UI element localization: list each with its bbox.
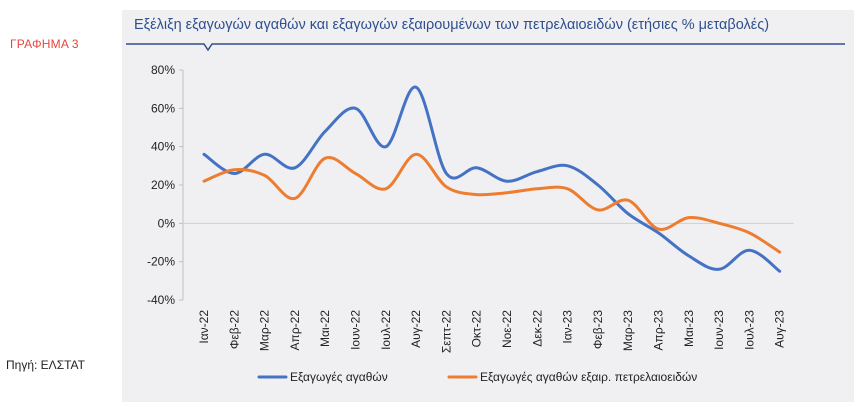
x-tick-label: Ιουλ-23 <box>742 310 756 350</box>
x-tick-label: Ιαν-23 <box>561 310 575 344</box>
y-tick-label: -40% <box>147 293 175 307</box>
x-tick-label: Ιουν-23 <box>712 310 726 350</box>
legend-label-1: Εξαγωγές αγαθών <box>290 370 388 384</box>
figure-label: ΓΡΑΦΗΜΑ 3 <box>10 37 79 51</box>
title-underline <box>126 43 845 52</box>
x-tick-label: Αυγ-23 <box>773 310 787 348</box>
x-tick-label: Νοε-22 <box>500 310 514 348</box>
x-tick-label: Μαρ-23 <box>621 310 635 351</box>
chart-title: Εξέλιξη εξαγωγών αγαθών και εξαγωγών εξα… <box>134 17 770 33</box>
series-line-2 <box>202 152 782 254</box>
x-tick-label: Φεβ-23 <box>591 310 605 349</box>
x-tick-label: Απρ-22 <box>288 310 302 351</box>
x-tick-label: Δεκ-22 <box>530 310 544 347</box>
y-tick-label: 80% <box>151 63 175 77</box>
side-label-column: ΓΡΑΦΗΜΑ 3 Πηγή: ΕΛΣΤΑΤ <box>0 0 120 407</box>
x-tick-label: Αυγ-22 <box>409 310 423 348</box>
x-tick-label: Ιουλ-22 <box>379 310 393 350</box>
x-tick-label: Μαι-23 <box>682 310 696 347</box>
x-tick-label: Σεπτ-22 <box>439 310 453 353</box>
y-tick-label: -20% <box>147 255 175 269</box>
y-tick-label: 40% <box>151 140 175 154</box>
y-tick-label: 0% <box>158 216 176 230</box>
legend-label-2: Εξαγωγές αγαθών εξαιρ. πετρελαιοειδών <box>480 370 697 384</box>
x-tick-label: Απρ-23 <box>652 310 666 351</box>
chart-panel <box>122 10 854 402</box>
x-tick-label: Μαρ-22 <box>258 310 272 351</box>
x-tick-label: Μαι-22 <box>318 310 332 347</box>
y-tick-label: 60% <box>151 101 175 115</box>
x-tick-label: Ιουν-22 <box>349 310 363 350</box>
source-note: Πηγή: ΕΛΣΤΑΤ <box>6 358 86 372</box>
series-line-1 <box>202 85 782 273</box>
x-tick-label: Οκτ-22 <box>470 310 484 348</box>
x-tick-label: Ιαν-22 <box>197 310 211 344</box>
y-tick-label: 20% <box>151 178 175 192</box>
x-tick-label: Φεβ-22 <box>227 310 241 349</box>
